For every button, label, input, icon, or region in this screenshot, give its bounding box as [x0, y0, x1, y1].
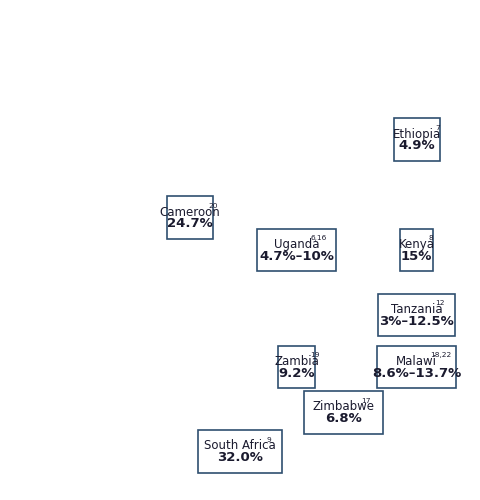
- Text: 32.0%: 32.0%: [217, 451, 263, 464]
- Text: Uganda: Uganda: [274, 238, 319, 251]
- Text: 3%–12.5%: 3%–12.5%: [379, 315, 454, 328]
- Text: 24.7%: 24.7%: [167, 218, 213, 230]
- Text: 15%: 15%: [401, 250, 432, 263]
- Text: 18,22: 18,22: [431, 352, 452, 358]
- Text: 12: 12: [435, 300, 444, 306]
- Text: 4.9%: 4.9%: [398, 140, 435, 152]
- Text: 6,16: 6,16: [311, 236, 327, 242]
- Text: 8.6%–13.7%: 8.6%–13.7%: [372, 367, 461, 380]
- Text: 19: 19: [311, 352, 320, 358]
- Text: Zambia: Zambia: [274, 355, 319, 368]
- Text: Kenya: Kenya: [399, 238, 435, 251]
- Text: Zimbabwe: Zimbabwe: [312, 400, 374, 413]
- Text: 8: 8: [429, 236, 433, 242]
- Text: 9.2%: 9.2%: [278, 367, 315, 380]
- Text: 17: 17: [361, 398, 371, 404]
- Text: Tanzania: Tanzania: [391, 303, 443, 316]
- Text: Cameroon: Cameroon: [160, 206, 220, 218]
- Text: 9: 9: [267, 437, 272, 443]
- Text: South Africa: South Africa: [204, 440, 276, 452]
- Text: Malawi: Malawi: [396, 355, 437, 368]
- Text: 4.7%–10%: 4.7%–10%: [259, 250, 334, 263]
- Text: Ethiopia: Ethiopia: [393, 128, 441, 140]
- Text: 7: 7: [435, 125, 440, 131]
- Text: 20: 20: [208, 203, 218, 209]
- Text: 6.8%: 6.8%: [325, 412, 362, 425]
